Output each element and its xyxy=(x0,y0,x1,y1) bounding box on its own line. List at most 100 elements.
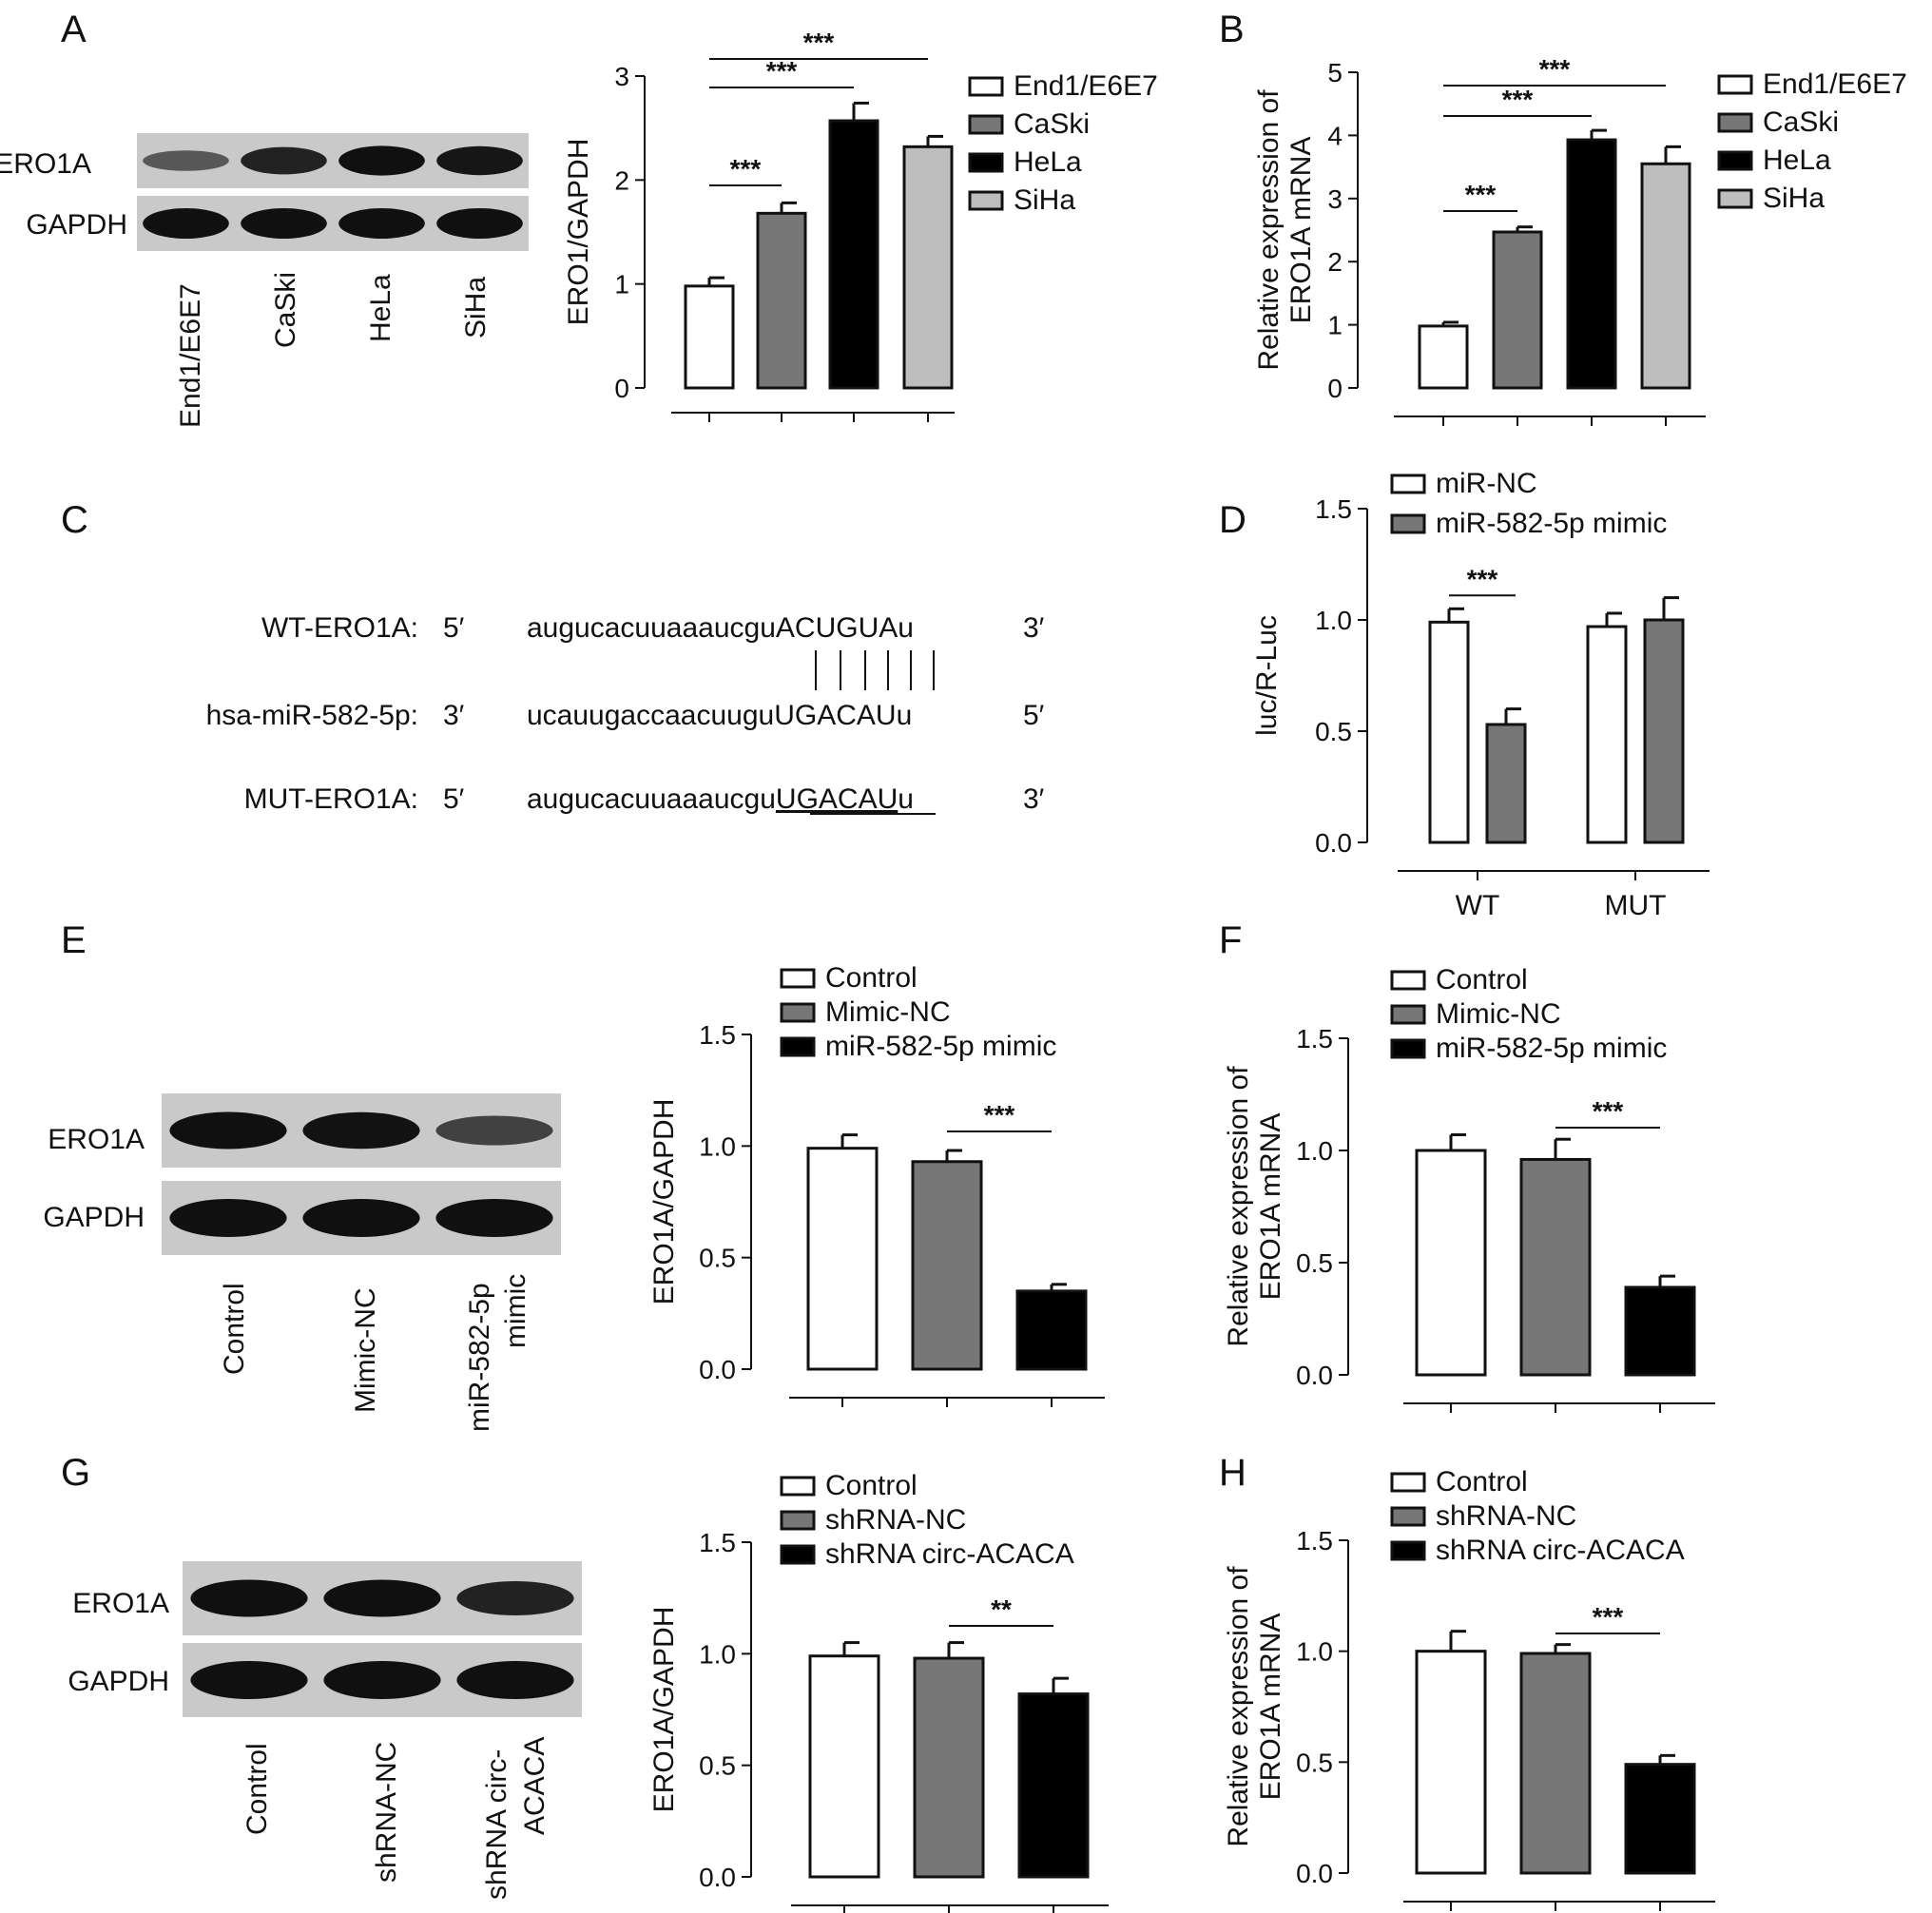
blot-g-row-label-gapdh: GAPDH xyxy=(68,1666,169,1697)
sequence-alignment: WT-ERO1A: 5′ augucacuuaaaucguACUGUAu 3′ … xyxy=(206,612,1045,815)
seq-row-end5: 3′ xyxy=(443,700,465,731)
base-pair-lines xyxy=(815,650,935,690)
y-axis-title: ERO1A mRNA xyxy=(1255,1613,1286,1801)
y-tick-label: 1.0 xyxy=(699,1131,736,1161)
blot-e-lane-label: miR-582-5p xyxy=(464,1283,495,1432)
chart-e: 0.0 0.5 1.0 1.5 ERO1A/GAPDH *** ControlMimic-N… xyxy=(648,962,1105,1407)
y-tick-label: 1.5 xyxy=(699,1528,736,1557)
blot-a-lane-label: SiHa xyxy=(460,277,492,338)
bar xyxy=(1418,324,1469,390)
blot-e-lane-label: Mimic-NC xyxy=(350,1287,381,1413)
legend-swatch xyxy=(1390,1038,1426,1059)
y-tick-label: 0.0 xyxy=(699,1863,736,1892)
blot-band-gapdh xyxy=(302,1199,420,1237)
chart-g: 0.0 0.5 1.0 1.5 ERO1A/GAPDH ** ControlshRNA-NC… xyxy=(648,1470,1109,1913)
y-tick-label: 0.5 xyxy=(699,1244,736,1273)
blot-g-lane-label: Control xyxy=(242,1743,273,1835)
blot-band-gapdh xyxy=(323,1661,441,1699)
bar xyxy=(1015,1289,1088,1371)
y-tick-label: 0.5 xyxy=(1296,1748,1333,1777)
y-tick-label: 3 xyxy=(1327,184,1343,214)
y-tick-label: 1.5 xyxy=(1296,1024,1333,1053)
panel-letter-d: D xyxy=(1219,499,1246,541)
legend-swatch xyxy=(1717,74,1753,95)
blot-band-gapdh xyxy=(241,208,327,239)
blot-band-ero1a xyxy=(338,145,425,176)
blot-band-ero1a xyxy=(435,1115,553,1146)
bar xyxy=(756,211,807,390)
legend-swatch xyxy=(1390,473,1426,494)
blot-e: ERO1A GAPDH Control Mimic-NC miR-582-5p … xyxy=(43,1093,561,1432)
bar xyxy=(902,145,954,390)
y-tick-label: 1.5 xyxy=(1315,494,1352,524)
blot-band-gapdh xyxy=(456,1661,574,1699)
legend-label: CaSki xyxy=(1763,106,1839,138)
chart-h: 0.0 0.5 1.0 1.5 Relative expression of ERO1A … xyxy=(1223,1466,1715,1911)
blot-a-lane-label: End1/E6E7 xyxy=(175,283,206,428)
blot-e-lane-label: mimic xyxy=(500,1274,531,1348)
legend-label: miR-NC xyxy=(1436,468,1537,499)
legend-label: HeLa xyxy=(1763,145,1831,176)
blot-e-row-label-ero1a: ERO1A xyxy=(48,1124,145,1155)
bar xyxy=(806,1147,879,1371)
y-axis-title: Relative expression of xyxy=(1223,1066,1254,1347)
blot-band-ero1a xyxy=(323,1579,441,1617)
bar xyxy=(1519,1652,1592,1875)
bar xyxy=(1519,1157,1592,1377)
bar xyxy=(808,1654,880,1879)
blot-g-lane-label: ACACA xyxy=(519,1737,551,1835)
legend-label: SiHa xyxy=(1014,184,1075,216)
legend-label: shRNA circ-ACACA xyxy=(1436,1535,1685,1566)
blot-g: ERO1A GAPDH Control shRNA-NC shRNA circ-… xyxy=(68,1561,582,1900)
y-axis-title: ERO1/GAPDH xyxy=(563,139,594,326)
panel-letter-e: E xyxy=(61,919,87,961)
y-axis-title: luc/R-Luc xyxy=(1251,615,1283,736)
bar xyxy=(1415,1650,1487,1875)
seq-row-end5: 5′ xyxy=(443,783,465,815)
legend-swatch xyxy=(1717,150,1753,171)
y-tick-label: 0.5 xyxy=(699,1751,736,1781)
blot-band-gapdh xyxy=(435,1199,553,1237)
x-category-label: WT xyxy=(1456,890,1500,921)
y-tick-label: 1 xyxy=(614,270,629,300)
panel-letter-h: H xyxy=(1219,1452,1246,1494)
significance-label: *** xyxy=(730,154,762,184)
blot-band-gapdh xyxy=(338,208,425,239)
panel-letter-a: A xyxy=(61,9,87,50)
legend-label: Control xyxy=(1436,964,1528,995)
legend-label: shRNA-NC xyxy=(1436,1500,1576,1532)
legend-label: shRNA circ-ACACA xyxy=(825,1538,1074,1570)
y-tick-label: 0.0 xyxy=(699,1355,736,1384)
chart-d: 0.0 0.5 1.0 1.5 luc/R-Luc WT MUT *** miR-NC miR-5… xyxy=(1251,468,1710,921)
blot-band-gapdh xyxy=(190,1661,308,1699)
bar xyxy=(1624,1285,1696,1377)
panel-letter-c: C xyxy=(61,499,88,541)
significance-label: *** xyxy=(1465,180,1497,209)
blot-e-row-label-gapdh: GAPDH xyxy=(43,1202,145,1233)
panel-letter-g: G xyxy=(61,1452,90,1494)
legend-swatch xyxy=(780,1002,816,1023)
legend-swatch xyxy=(968,190,1004,211)
y-tick-label: 0.0 xyxy=(1315,828,1352,858)
y-axis-title: ERO1A mRNA xyxy=(1255,1113,1286,1301)
legend-swatch xyxy=(780,1510,816,1531)
seq-row-label: MUT-ERO1A: xyxy=(244,783,418,815)
legend-label: Mimic-NC xyxy=(825,996,951,1028)
y-tick-label: 5 xyxy=(1327,58,1343,87)
y-tick-label: 0 xyxy=(1327,374,1343,403)
bar xyxy=(1643,618,1685,844)
y-tick-label: 1.0 xyxy=(1296,1136,1333,1166)
legend-swatch xyxy=(1390,1004,1426,1025)
significance-label: *** xyxy=(766,56,798,86)
blot-band-ero1a xyxy=(241,146,327,175)
legend-label: miR-582-5p mimic xyxy=(825,1031,1056,1062)
legend-swatch xyxy=(968,76,1004,97)
legend-swatch xyxy=(1390,1472,1426,1493)
legend-swatch xyxy=(1717,112,1753,133)
bar xyxy=(1624,1763,1696,1875)
bar xyxy=(1586,625,1628,844)
bar xyxy=(1492,230,1543,390)
seq-row-end3: 5′ xyxy=(1023,700,1045,731)
significance-label: *** xyxy=(1502,85,1534,114)
